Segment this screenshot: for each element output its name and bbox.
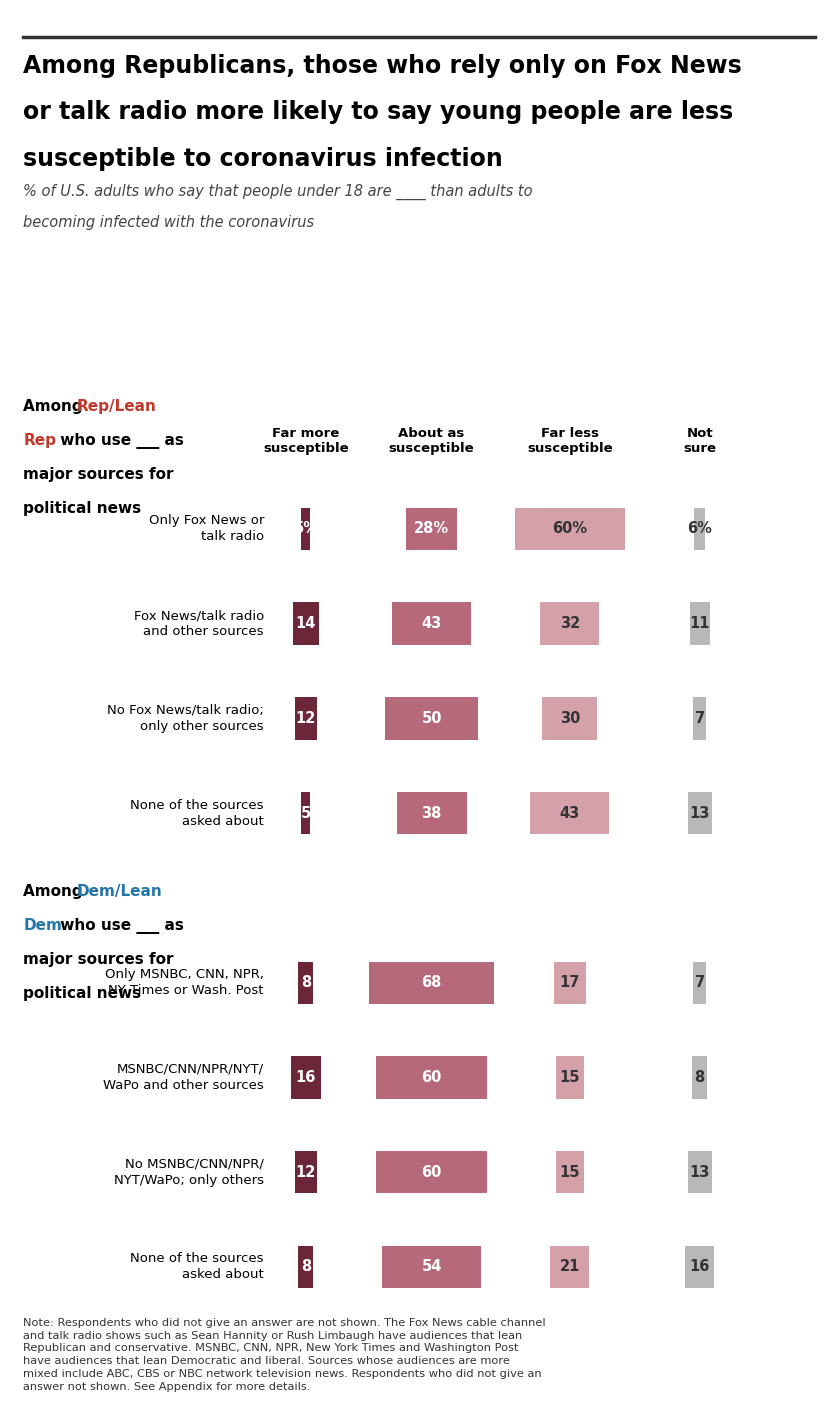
Text: political news: political news [23, 986, 142, 1001]
Text: Rep/Lean: Rep/Lean [76, 399, 156, 414]
FancyBboxPatch shape [556, 1056, 584, 1099]
Text: Among: Among [23, 884, 88, 899]
Text: 11: 11 [690, 617, 710, 631]
Text: or talk radio more likely to say young people are less: or talk radio more likely to say young p… [23, 100, 734, 124]
Text: Far less
susceptible: Far less susceptible [527, 427, 613, 455]
FancyBboxPatch shape [693, 697, 706, 740]
Text: None of the sources
asked about: None of the sources asked about [131, 1253, 264, 1281]
FancyBboxPatch shape [554, 962, 586, 1004]
Text: who use ___ as: who use ___ as [55, 433, 184, 448]
FancyBboxPatch shape [694, 508, 706, 550]
Text: 16: 16 [296, 1070, 316, 1085]
Text: Rep: Rep [23, 433, 56, 448]
FancyBboxPatch shape [690, 602, 710, 645]
Text: 50: 50 [422, 711, 442, 725]
FancyBboxPatch shape [551, 1246, 589, 1288]
Text: 5%: 5% [293, 522, 318, 536]
Text: 12: 12 [296, 711, 316, 725]
FancyBboxPatch shape [291, 1056, 321, 1099]
Text: Among: Among [23, 399, 88, 414]
Text: 6%: 6% [687, 522, 712, 536]
Text: 17: 17 [560, 976, 580, 990]
Text: None of the sources
asked about: None of the sources asked about [131, 799, 264, 827]
Text: political news: political news [23, 501, 142, 516]
Text: 43: 43 [560, 806, 580, 820]
FancyBboxPatch shape [382, 1246, 481, 1288]
Text: 60: 60 [422, 1070, 442, 1085]
Text: 5: 5 [301, 806, 311, 820]
Text: Dem: Dem [23, 918, 62, 933]
FancyBboxPatch shape [302, 508, 310, 550]
Text: 43: 43 [422, 617, 442, 631]
FancyBboxPatch shape [302, 792, 310, 834]
Text: Among Republicans, those who rely only on Fox News: Among Republicans, those who rely only o… [23, 54, 742, 78]
FancyBboxPatch shape [376, 1151, 487, 1193]
Text: No Fox News/talk radio;
only other sources: No Fox News/talk radio; only other sourc… [107, 704, 264, 732]
Text: About as
susceptible: About as susceptible [389, 427, 474, 455]
FancyBboxPatch shape [298, 962, 313, 1004]
Text: 60: 60 [422, 1165, 442, 1179]
Text: Not
sure: Not sure [683, 427, 716, 455]
Text: 13: 13 [690, 806, 710, 820]
Text: 54: 54 [422, 1260, 442, 1274]
FancyBboxPatch shape [685, 1246, 715, 1288]
FancyBboxPatch shape [369, 962, 494, 1004]
Text: 14: 14 [296, 617, 316, 631]
Text: who use ___ as: who use ___ as [55, 918, 184, 933]
Text: 12: 12 [296, 1165, 316, 1179]
Text: susceptible to coronavirus infection: susceptible to coronavirus infection [23, 147, 503, 171]
FancyBboxPatch shape [688, 792, 711, 834]
Text: 7: 7 [695, 711, 705, 725]
Text: 16: 16 [690, 1260, 710, 1274]
FancyBboxPatch shape [295, 697, 317, 740]
FancyBboxPatch shape [298, 1246, 313, 1288]
Text: 68: 68 [422, 976, 442, 990]
FancyBboxPatch shape [515, 508, 625, 550]
Text: % of U.S. adults who say that people under 18 are ____ than adults to: % of U.S. adults who say that people und… [23, 184, 533, 199]
FancyBboxPatch shape [542, 697, 597, 740]
Text: 32: 32 [560, 617, 580, 631]
FancyBboxPatch shape [295, 1151, 317, 1193]
Text: 21: 21 [560, 1260, 580, 1274]
Text: Only Fox News or
talk radio: Only Fox News or talk radio [148, 515, 264, 543]
Text: 8: 8 [695, 1070, 705, 1085]
Text: Fox News/talk radio
and other sources: Fox News/talk radio and other sources [134, 609, 264, 638]
Text: No MSNBC/CNN/NPR/
NYT/WaPo; only others: No MSNBC/CNN/NPR/ NYT/WaPo; only others [114, 1158, 264, 1186]
FancyBboxPatch shape [556, 1151, 584, 1193]
Text: 8: 8 [301, 1260, 311, 1274]
Text: 8: 8 [301, 976, 311, 990]
Text: MSNBC/CNN/NPR/NYT/
WaPo and other sources: MSNBC/CNN/NPR/NYT/ WaPo and other source… [103, 1063, 264, 1092]
Text: 30: 30 [560, 711, 580, 725]
FancyBboxPatch shape [392, 602, 471, 645]
Text: becoming infected with the coronavirus: becoming infected with the coronavirus [23, 215, 314, 230]
Text: 15: 15 [560, 1070, 580, 1085]
Text: 7: 7 [695, 976, 705, 990]
FancyBboxPatch shape [541, 602, 599, 645]
Text: major sources for: major sources for [23, 952, 174, 967]
Text: 15: 15 [560, 1165, 580, 1179]
FancyBboxPatch shape [396, 792, 467, 834]
FancyBboxPatch shape [530, 792, 609, 834]
FancyBboxPatch shape [293, 602, 318, 645]
Text: 60%: 60% [552, 522, 587, 536]
FancyBboxPatch shape [385, 697, 478, 740]
Text: major sources for: major sources for [23, 467, 174, 482]
Text: Only MSNBC, CNN, NPR,
NY Times or Wash. Post: Only MSNBC, CNN, NPR, NY Times or Wash. … [105, 969, 264, 997]
FancyBboxPatch shape [692, 1056, 707, 1099]
FancyBboxPatch shape [376, 1056, 487, 1099]
Text: Note: Respondents who did not give an answer are not shown. The Fox News cable c: Note: Respondents who did not give an an… [23, 1318, 546, 1391]
Text: 13: 13 [690, 1165, 710, 1179]
Text: Far more
susceptible: Far more susceptible [263, 427, 349, 455]
FancyBboxPatch shape [693, 962, 706, 1004]
Text: 28%: 28% [414, 522, 449, 536]
FancyBboxPatch shape [406, 508, 458, 550]
Text: Dem/Lean: Dem/Lean [76, 884, 162, 899]
Text: 38: 38 [422, 806, 442, 820]
FancyBboxPatch shape [688, 1151, 711, 1193]
